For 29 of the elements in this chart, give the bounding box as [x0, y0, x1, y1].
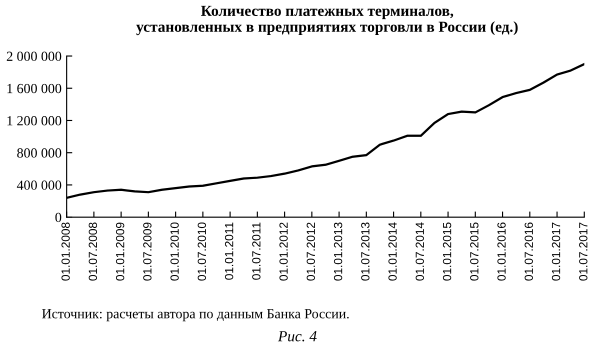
y-tick-label: 1 200 000 [7, 116, 62, 126]
text: Рис. 4 [278, 331, 317, 342]
x-tick-label: 01.07.2015 [470, 222, 478, 281]
x-tick-label: 01.01.2017 [552, 222, 560, 281]
x-tick-label: 01.01.2008 [61, 222, 70, 281]
x-tick-label: 01.01.2016 [497, 222, 506, 281]
x-tick-label: 01.07.2008 [88, 222, 98, 281]
chart-title: Количество платежных терминалов, установленных в предприятиях торговли в России (ед.) [136, 6, 518, 36]
x-tick-label: 01.01.2015 [442, 222, 452, 281]
x-tick-label: 01.01.2012 [279, 222, 288, 281]
x-tick-label: 01.07.2017 [579, 222, 588, 281]
x-tick-label: 01.07.2016 [524, 222, 533, 281]
x-tick-label: 01.07.2009 [143, 222, 152, 281]
y-tick-label: 400 000 [16, 180, 62, 190]
x-tick-label: 01.07.2010 [198, 222, 206, 281]
x-tick-label: 01.07.2011 [252, 222, 261, 280]
x-tick-label: 01.01.2011 [224, 222, 234, 280]
x-tick-label: 01.07.2012 [306, 222, 316, 281]
x-tick-label: 01.07.2013 [361, 222, 370, 281]
y-tick-label: 800 000 [17, 148, 62, 158]
x-tick-label: 01.07.2014 [416, 222, 424, 281]
x-tick-label: 01.01.2013 [334, 222, 342, 281]
x-tick-label: 01.01.2009 [116, 222, 124, 281]
x-tick-label: 01.01.2010 [170, 222, 179, 281]
x-tick-label: 01.01.2014 [388, 222, 397, 281]
y-tick-label: 2 000 000 [6, 52, 62, 61]
y-tick-label: 0 [55, 212, 62, 222]
y-tick-label: 1 600 000 [7, 84, 62, 94]
text: Источник: расчеты автора по данным Банка России. [42, 309, 349, 322]
